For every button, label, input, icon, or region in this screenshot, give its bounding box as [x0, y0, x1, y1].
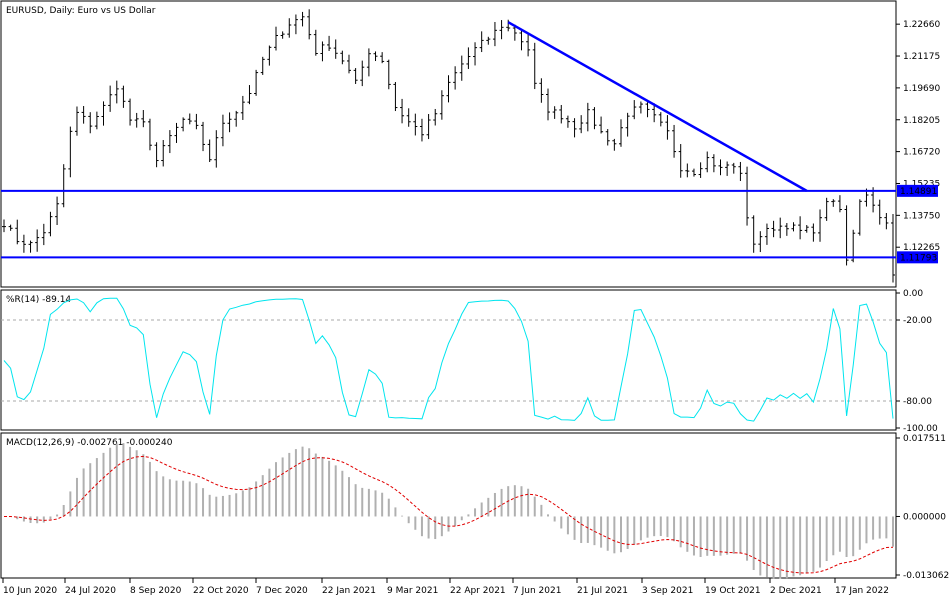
price-tag-label: 1.11793	[900, 253, 937, 263]
wpr-tick-label: -20.00	[903, 316, 932, 326]
wpr-tick-label: 0.00	[903, 289, 923, 299]
time-tick-label: 21 Jul 2021	[577, 586, 628, 596]
price-tag-label: 1.14891	[900, 187, 937, 197]
time-tick-label: 3 Sep 2021	[642, 586, 693, 596]
williams-r-pane[interactable]: %R(14) -89.14 0.00 -20.00 -80.00 -100.00	[0, 289, 938, 434]
time-tick-label: 2 Dec 2021	[770, 586, 822, 596]
price-tick-label: 1.22660	[903, 20, 940, 30]
time-tick-label: 22 Apr 2021	[450, 586, 506, 596]
macd-pane[interactable]: MACD(12,26,9) -0.002761 -0.000240 0.0175…	[0, 432, 949, 581]
wpr-tick-label: -80.00	[903, 397, 932, 407]
price-tag	[897, 251, 938, 264]
time-tick-label: 19 Oct 2021	[705, 586, 761, 596]
williams-r-title: %R(14) -89.14	[6, 295, 71, 305]
time-tick-label: 9 Mar 2021	[387, 586, 438, 596]
wpr-tick-label: -100.00	[903, 424, 938, 434]
price-tick-label: 1.15235	[903, 179, 940, 189]
time-tick-label: 7 Jun 2021	[513, 586, 561, 596]
time-tick-label: 17 Jan 2022	[835, 586, 889, 596]
price-pane-title: EURUSD, Daily: Euro vs US Dollar	[6, 6, 156, 16]
macd-pane-frame	[0, 432, 897, 579]
williams-r-pane-frame	[0, 289, 897, 431]
price-tick-label: 1.16720	[903, 148, 940, 158]
time-tick-label: 22 Oct 2020	[193, 586, 249, 596]
price-pane[interactable]: EURUSD, Daily: Euro vs US Dollar 1.22660…	[0, 0, 940, 288]
time-tick-label: 7 Dec 2020	[256, 586, 308, 596]
price-tick-label: 1.12265	[903, 243, 940, 253]
trendline	[507, 21, 808, 192]
time-tick-label: 24 Jul 2020	[65, 586, 116, 596]
price-tag	[897, 184, 938, 197]
macd-tick-label: -0.013062	[903, 571, 949, 581]
macd-tick-label: 0.017511	[903, 434, 946, 444]
price-tick-label: 1.19690	[903, 84, 940, 94]
price-tick-label: 1.18205	[903, 116, 940, 126]
time-axis: 10 Jun 2020 24 Jul 2020 8 Sep 2020 22 Oct 2…	[2, 578, 889, 596]
macd-signal-line	[4, 455, 894, 574]
wpr-line	[3, 297, 894, 422]
time-tick-label: 8 Sep 2020	[130, 586, 182, 596]
time-tick-label: 10 Jun 2020	[3, 586, 57, 596]
price-pane-frame	[0, 0, 897, 288]
macd-tick-label: 0.000000	[903, 512, 946, 522]
price-tick-label: 1.13750	[903, 211, 940, 221]
macd-title: MACD(12,26,9) -0.002761 -0.000240	[6, 438, 173, 448]
time-tick-label: 22 Jan 2021	[322, 586, 376, 596]
price-tick-label: 1.21175	[903, 52, 940, 62]
